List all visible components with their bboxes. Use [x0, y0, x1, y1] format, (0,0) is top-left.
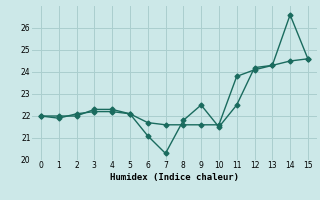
X-axis label: Humidex (Indice chaleur): Humidex (Indice chaleur)	[110, 173, 239, 182]
